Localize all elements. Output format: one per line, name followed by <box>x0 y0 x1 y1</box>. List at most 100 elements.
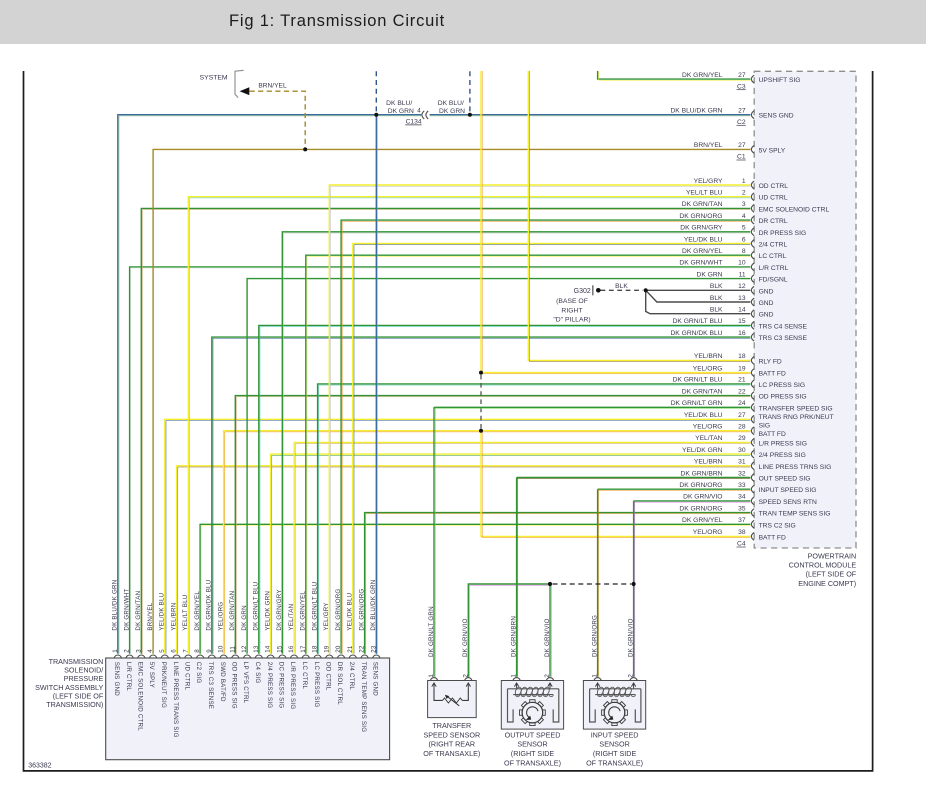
svg-text:2/4 PRESS SIG: 2/4 PRESS SIG <box>759 452 806 459</box>
svg-text:YEL/DK GRN: YEL/DK GRN <box>264 591 271 631</box>
svg-text:OF TRANSAXLE): OF TRANSAXLE) <box>423 749 480 758</box>
svg-text:DK GRN/ORG: DK GRN/ORG <box>591 615 598 657</box>
svg-text:C2 SIG: C2 SIG <box>195 662 202 684</box>
svg-text:DR CTRL: DR CTRL <box>759 218 788 225</box>
svg-text:DK GRN/YEL: DK GRN/YEL <box>682 517 723 524</box>
svg-text:GND: GND <box>759 300 774 307</box>
svg-text:Fig 1: Transmission Circuit: Fig 1: Transmission Circuit <box>229 12 445 30</box>
svg-text:DK GRN/TAN: DK GRN/TAN <box>682 201 723 208</box>
svg-text:TRS C4 SENSE: TRS C4 SENSE <box>759 323 808 330</box>
svg-text:1: 1 <box>428 674 435 678</box>
svg-text:5: 5 <box>742 225 746 232</box>
svg-text:LC PRESS SIG: LC PRESS SIG <box>759 382 805 389</box>
svg-text:2/4 CTRL: 2/4 CTRL <box>348 662 355 691</box>
svg-text:DK GRN/ORG: DK GRN/ORG <box>679 482 722 489</box>
svg-text:BATT FD: BATT FD <box>759 534 786 541</box>
svg-text:DK GRN/VIO: DK GRN/VIO <box>627 618 634 657</box>
svg-text:BATT FD: BATT FD <box>759 431 786 438</box>
svg-text:LC PRESS SIG: LC PRESS SIG <box>313 662 320 708</box>
svg-text:SIG: SIG <box>759 423 771 430</box>
svg-text:SENS GND: SENS GND <box>372 662 379 696</box>
svg-text:SENSOR: SENSOR <box>599 740 629 749</box>
svg-text:8: 8 <box>194 649 201 653</box>
svg-text:DK BLU/DK GRN: DK BLU/DK GRN <box>370 580 377 631</box>
svg-text:DK GRN/LT BLU: DK GRN/LT BLU <box>311 582 318 631</box>
svg-text:YEL/GRY: YEL/GRY <box>694 178 723 185</box>
svg-text:C2: C2 <box>737 119 746 126</box>
svg-text:YEL/GRY: YEL/GRY <box>323 602 330 630</box>
svg-text:GND: GND <box>759 312 774 319</box>
svg-text:28: 28 <box>738 424 746 431</box>
svg-text:27: 27 <box>738 72 746 79</box>
svg-text:L/R PRESS SIG: L/R PRESS SIG <box>289 662 296 710</box>
svg-text:DK GRN/YEL: DK GRN/YEL <box>682 248 723 255</box>
svg-text:35: 35 <box>738 505 746 512</box>
svg-text:UD CTRL: UD CTRL <box>759 195 788 202</box>
svg-text:DK GRN: DK GRN <box>241 605 248 630</box>
svg-text:YEL/TAN: YEL/TAN <box>695 435 723 442</box>
svg-text:1: 1 <box>592 674 599 678</box>
svg-text:YEL/TAN: YEL/TAN <box>288 604 295 631</box>
svg-text:38: 38 <box>738 529 746 536</box>
svg-text:YEL/LT BLU: YEL/LT BLU <box>182 595 189 631</box>
svg-text:14: 14 <box>738 307 746 314</box>
svg-text:22: 22 <box>359 645 366 653</box>
svg-text:CONTROL MODULE: CONTROL MODULE <box>789 561 857 570</box>
svg-text:YEL/DK BLU: YEL/DK BLU <box>159 593 166 631</box>
svg-text:13: 13 <box>738 295 746 302</box>
svg-text:OUT SPEED SIG: OUT SPEED SIG <box>759 476 811 483</box>
svg-text:DK BLU/: DK BLU/ <box>438 100 464 107</box>
svg-text:L/R PRESS SIG: L/R PRESS SIG <box>759 440 807 447</box>
svg-text:SYSTEM: SYSTEM <box>200 75 228 82</box>
svg-text:18: 18 <box>738 353 746 360</box>
svg-text:DK GRN/WHT: DK GRN/WHT <box>123 589 130 631</box>
svg-text:2: 2 <box>124 649 131 653</box>
svg-text:SWD BAT/FD: SWD BAT/FD <box>219 662 226 702</box>
svg-text:14: 14 <box>265 645 272 653</box>
svg-text:DK GRN/DK BLU: DK GRN/DK BLU <box>670 330 722 337</box>
svg-text:27: 27 <box>738 108 746 115</box>
svg-text:POWERTRAIN: POWERTRAIN <box>808 552 857 561</box>
svg-text:EMC SOLENOID CTRL: EMC SOLENOID CTRL <box>759 206 830 213</box>
svg-text:DR SOL CTRL: DR SOL CTRL <box>336 662 343 705</box>
svg-text:YEL/BRN: YEL/BRN <box>694 459 723 466</box>
svg-text:DK GRN/TAN: DK GRN/TAN <box>135 591 142 631</box>
svg-text:SENS GND: SENS GND <box>759 113 794 120</box>
svg-text:DK GRN/DK BLU: DK GRN/DK BLU <box>206 580 213 631</box>
svg-text:YEL/BRN: YEL/BRN <box>170 603 177 631</box>
svg-text:19: 19 <box>738 365 746 372</box>
svg-text:C4 SIG: C4 SIG <box>254 662 261 684</box>
svg-text:LP VFS CTRL: LP VFS CTRL <box>242 662 249 704</box>
svg-text:DK GRN/ORG: DK GRN/ORG <box>679 505 722 512</box>
svg-text:BLK: BLK <box>710 307 723 314</box>
svg-text:BLK: BLK <box>710 295 723 302</box>
svg-text:YEL/ORG: YEL/ORG <box>217 602 224 631</box>
svg-text:DC PRESS SIG: DC PRESS SIG <box>278 662 285 709</box>
svg-text:12: 12 <box>738 283 746 290</box>
svg-text:9: 9 <box>206 649 213 653</box>
svg-text:30: 30 <box>738 447 746 454</box>
svg-text:2: 2 <box>544 674 551 678</box>
svg-text:EMC SOLENOID CTRL: EMC SOLENOID CTRL <box>137 662 144 731</box>
svg-text:SOLENOID/: SOLENOID/ <box>64 666 103 675</box>
svg-text:34: 34 <box>738 494 746 501</box>
svg-text:BLK: BLK <box>615 283 628 290</box>
svg-text:C134: C134 <box>406 119 422 126</box>
svg-text:YEL/DK BLU: YEL/DK BLU <box>347 593 354 631</box>
svg-text:L/R CTRL: L/R CTRL <box>125 662 132 692</box>
svg-text:DK GRN/ORG: DK GRN/ORG <box>679 213 722 220</box>
svg-text:DK BLU/DK GRN: DK BLU/DK GRN <box>112 580 119 631</box>
svg-text:DK GRN/BRN: DK GRN/BRN <box>681 470 723 477</box>
svg-text:YEL/BRN: YEL/BRN <box>694 353 723 360</box>
svg-text:2/4 PRESS SIG: 2/4 PRESS SIG <box>266 662 273 709</box>
svg-text:11: 11 <box>739 271 746 278</box>
svg-text:YEL/LT BLU: YEL/LT BLU <box>686 190 723 197</box>
svg-text:BRN/YEL: BRN/YEL <box>258 82 287 89</box>
svg-text:RIGHT: RIGHT <box>561 307 582 314</box>
svg-text:20: 20 <box>335 645 342 653</box>
svg-text:DK GRN: DK GRN <box>388 108 414 115</box>
svg-text:OF TRANSAXLE): OF TRANSAXLE) <box>504 759 561 768</box>
svg-text:TRAN TEMP SENS SIG: TRAN TEMP SENS SIG <box>360 662 367 732</box>
svg-text:8: 8 <box>742 248 746 255</box>
svg-text:24: 24 <box>738 400 746 407</box>
